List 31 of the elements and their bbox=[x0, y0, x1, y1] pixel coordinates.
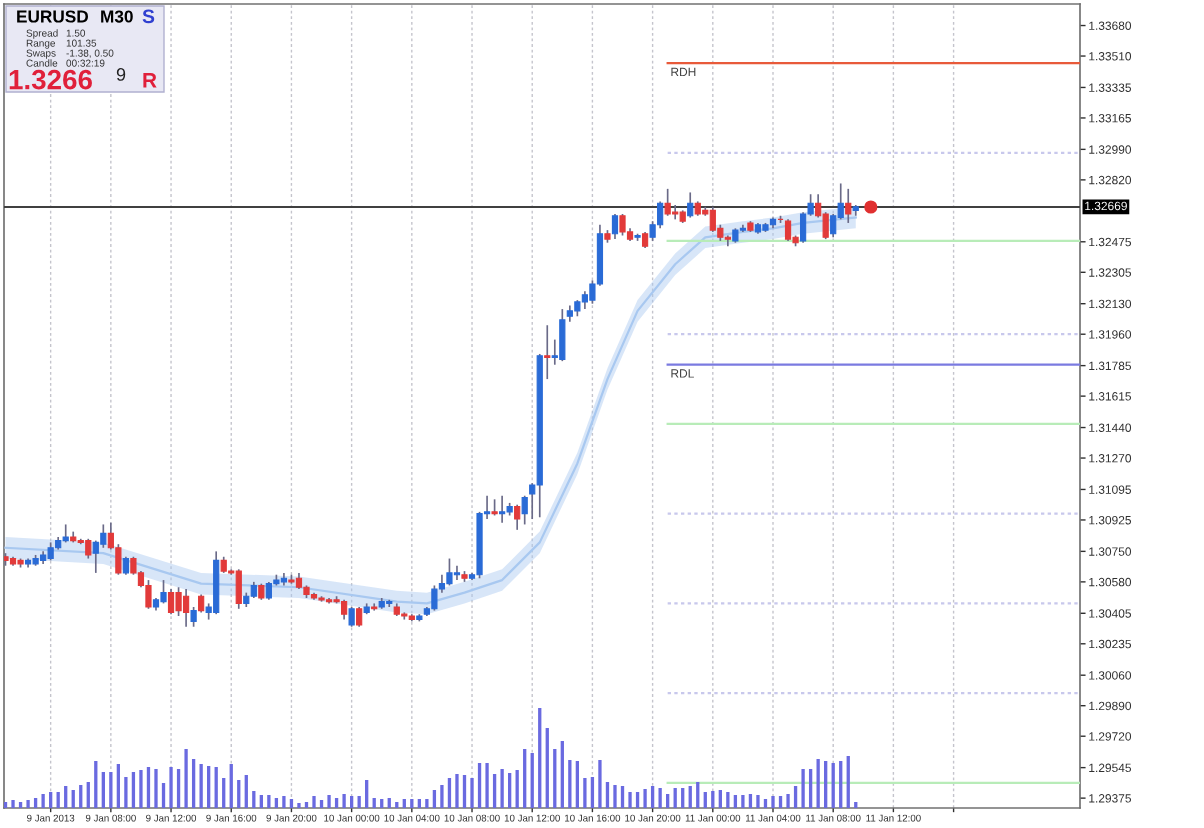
annotation: 9 bbox=[116, 68, 126, 81]
annotation: 1.3266 bbox=[9, 69, 92, 90]
candlestick bbox=[348, 606, 355, 628]
candlestick bbox=[672, 204, 679, 221]
candlestick bbox=[356, 606, 363, 628]
candlestick bbox=[611, 213, 619, 240]
candlestick bbox=[167, 588, 175, 616]
annotation: R bbox=[143, 73, 157, 88]
annotation: S bbox=[142, 9, 155, 24]
candlestick bbox=[235, 568, 242, 610]
candlestick bbox=[85, 537, 92, 560]
candlestick bbox=[145, 579, 152, 610]
candlestick bbox=[544, 324, 551, 380]
candlestick bbox=[453, 564, 461, 581]
candlestick bbox=[619, 213, 626, 237]
candlestick bbox=[182, 588, 190, 628]
candlestick bbox=[709, 205, 716, 233]
candlestick bbox=[160, 579, 167, 605]
candlestick bbox=[657, 200, 664, 230]
candlestick bbox=[514, 503, 521, 531]
annotation: EURUSD bbox=[17, 10, 88, 23]
candlestick bbox=[559, 308, 566, 362]
candlestick bbox=[499, 494, 506, 524]
candlestick bbox=[799, 211, 807, 244]
candlestick bbox=[784, 218, 792, 242]
annotation: M30 bbox=[101, 10, 133, 23]
candlestick bbox=[845, 188, 852, 224]
candlestick bbox=[687, 191, 694, 219]
candlestick bbox=[664, 188, 671, 217]
candlestick bbox=[446, 557, 453, 587]
candlestick bbox=[340, 598, 348, 621]
